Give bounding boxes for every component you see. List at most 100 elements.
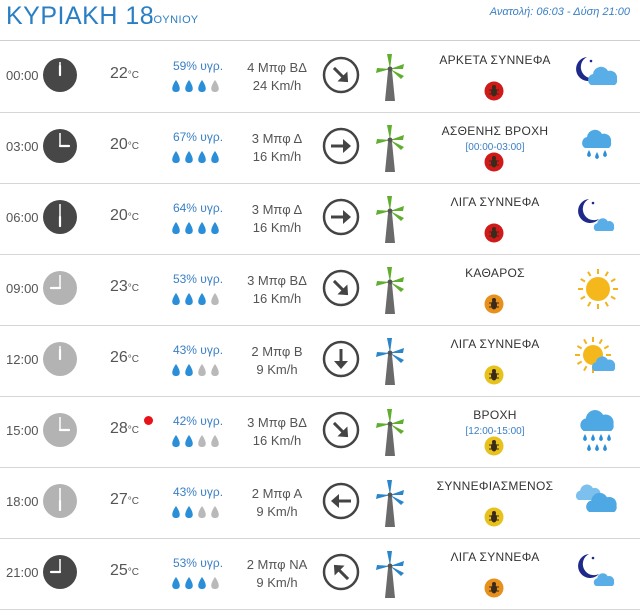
arrow-left-icon <box>321 481 361 526</box>
row-time: 09:00 <box>6 281 39 296</box>
condition-text: ΛΙΓΑ ΣΥΝΝΕΦΑ <box>450 195 540 209</box>
temperature: 23°C <box>110 278 139 296</box>
temperature-unit: °C <box>127 425 140 436</box>
wind-speed: 9 Km/h <box>256 504 298 519</box>
wind-speed: 16 Km/h <box>252 149 302 164</box>
clock-icon <box>42 483 78 524</box>
wind-info: 3 Μπφ Δ 16 Km/h <box>240 130 314 166</box>
wind-force: 3 Μπφ Δ <box>251 131 303 146</box>
clock-icon <box>42 199 78 240</box>
wind-turbine-icon <box>372 337 408 392</box>
wind-info: 3 Μπφ ΒΔ 16 Km/h <box>240 414 314 450</box>
wind-info: 2 Μπφ Α 9 Km/h <box>240 485 314 521</box>
wind-force: 2 Μπφ Β <box>251 344 303 359</box>
humidity-drops-icon <box>170 292 226 311</box>
humidity-drops-icon <box>170 576 226 595</box>
row-time: 18:00 <box>6 494 39 509</box>
humidity: 59% υγρ. <box>172 59 224 73</box>
humidity: 53% υγρ. <box>172 556 224 570</box>
table-row: 09:00 23°C 53% υγρ. 3 Μπφ ΒΔ 16 Km/h ΚΑΘΑΡΟΣ <box>0 254 640 326</box>
clock-icon <box>42 341 78 382</box>
row-time: 12:00 <box>6 352 39 367</box>
wind-speed: 16 Km/h <box>252 433 302 448</box>
clock-icon <box>42 128 78 169</box>
wind-force: 3 Μπφ ΒΔ <box>247 415 307 430</box>
humidity-drops-icon <box>170 150 226 169</box>
table-row: 03:00 20°C 67% υγρ. 3 Μπφ Δ 16 Km/h ΑΣΘΕΝΗΣ Β… <box>0 112 640 184</box>
humidity: 67% υγρ. <box>172 130 224 144</box>
wind-force: 4 Μπφ ΒΔ <box>247 60 307 75</box>
table-row: 06:00 20°C 64% υγρ. 3 Μπφ Δ 16 Km/h ΛΙΓΑ ΣΥΝΝ… <box>0 183 640 255</box>
temperature: 20°C <box>110 136 139 154</box>
wind-turbine-icon <box>372 53 408 108</box>
clock-icon <box>42 554 78 595</box>
clock-icon <box>42 270 78 311</box>
row-time: 21:00 <box>6 565 39 580</box>
wind-speed: 9 Km/h <box>256 575 298 590</box>
uv-index-icon <box>484 152 504 177</box>
uv-index-icon <box>484 223 504 248</box>
temperature-value: 23 <box>110 278 128 295</box>
wind-info: 4 Μπφ ΒΔ 24 Km/h <box>240 59 314 95</box>
humidity-drops-icon <box>170 221 226 240</box>
page-header: ΚΥΡΙΑΚΗ 18 ΙΟΥΝΙΟΥ Ανατολή: 06:03 - Δύση… <box>0 0 640 41</box>
temperature-unit: °C <box>127 567 140 578</box>
row-time: 06:00 <box>6 210 39 225</box>
wind-turbine-icon <box>372 124 408 179</box>
high-temp-dot-icon <box>144 416 153 425</box>
table-row: 18:00 27°C 43% υγρ. 2 Μπφ Α 9 Km/h ΣΥΝΝΕΦΙΑΣΜ… <box>0 467 640 539</box>
temperature-unit: °C <box>127 354 140 365</box>
table-row: 15:00 28°C 42% υγρ. 3 Μπφ ΒΔ 16 Km/h ΒΡΟΧΗ [12… <box>0 396 640 468</box>
wind-turbine-icon <box>372 195 408 250</box>
uv-index-icon <box>484 294 504 319</box>
wind-info: 2 Μπφ Β 9 Km/h <box>240 343 314 379</box>
wind-turbine-icon <box>372 550 408 605</box>
temperature-unit: °C <box>127 283 140 294</box>
uv-index-icon <box>484 436 504 461</box>
humidity: 64% υγρ. <box>172 201 224 215</box>
wind-speed: 24 Km/h <box>252 78 302 93</box>
table-row: 21:00 25°C 53% υγρ. 2 Μπφ ΝΑ 9 Km/h ΛΙΓΑ ΣΥΝΝ… <box>0 538 640 610</box>
wind-force: 3 Μπφ ΒΔ <box>247 273 307 288</box>
wind-turbine-icon <box>372 266 408 321</box>
wind-speed: 16 Km/h <box>252 220 302 235</box>
temperature: 26°C <box>110 349 139 367</box>
temperature: 25°C <box>110 562 139 580</box>
temperature-value: 20 <box>110 207 128 224</box>
temperature: 27°C <box>110 491 139 509</box>
table-row: 00:00 22°C 59% υγρ. 4 Μπφ ΒΔ 24 Km/h ΑΡΚΕΤΑ Σ… <box>0 41 640 113</box>
sunrise-sunset: Ανατολή: 06:03 - Δύση 21:00 <box>489 6 630 18</box>
wind-force: 3 Μπφ Δ <box>251 202 303 217</box>
arrow-up-left-icon <box>321 552 361 597</box>
humidity-drops-icon <box>170 79 226 98</box>
rain-light-icon <box>573 122 623 177</box>
temperature-unit: °C <box>127 496 140 507</box>
wind-force: 2 Μπφ ΝΑ <box>246 557 308 572</box>
row-time: 15:00 <box>6 423 39 438</box>
temperature-value: 28 <box>110 420 128 437</box>
humidity-drops-icon <box>170 505 226 524</box>
uv-index-icon <box>484 507 504 532</box>
temperature-value: 27 <box>110 491 128 508</box>
temperature-value: 20 <box>110 136 128 153</box>
humidity: 42% υγρ. <box>172 414 224 428</box>
humidity: 43% υγρ. <box>172 343 224 357</box>
moon-cloud-icon <box>573 51 623 106</box>
wind-speed: 9 Km/h <box>256 362 298 377</box>
condition-text: ΚΑΘΑΡΟΣ <box>465 266 525 280</box>
arrow-right-icon <box>321 197 361 242</box>
humidity: 53% υγρ. <box>172 272 224 286</box>
wind-info: 3 Μπφ Δ 16 Km/h <box>240 201 314 237</box>
humidity: 43% υγρ. <box>172 485 224 499</box>
day-title: ΚΥΡΙΑΚΗ 18 <box>6 2 155 30</box>
sun-icon <box>573 264 623 319</box>
clock-icon <box>42 412 78 453</box>
wind-speed: 16 Km/h <box>252 291 302 306</box>
temperature-unit: °C <box>127 70 140 81</box>
temperature-value: 26 <box>110 349 128 366</box>
rain-period: [12:00-15:00] <box>465 426 525 437</box>
humidity-drops-icon <box>170 434 226 453</box>
condition-text: ΛΙΓΑ ΣΥΝΝΕΦΑ <box>450 550 540 564</box>
wind-force: 2 Μπφ Α <box>251 486 303 501</box>
wind-info: 2 Μπφ ΝΑ 9 Km/h <box>240 556 314 592</box>
